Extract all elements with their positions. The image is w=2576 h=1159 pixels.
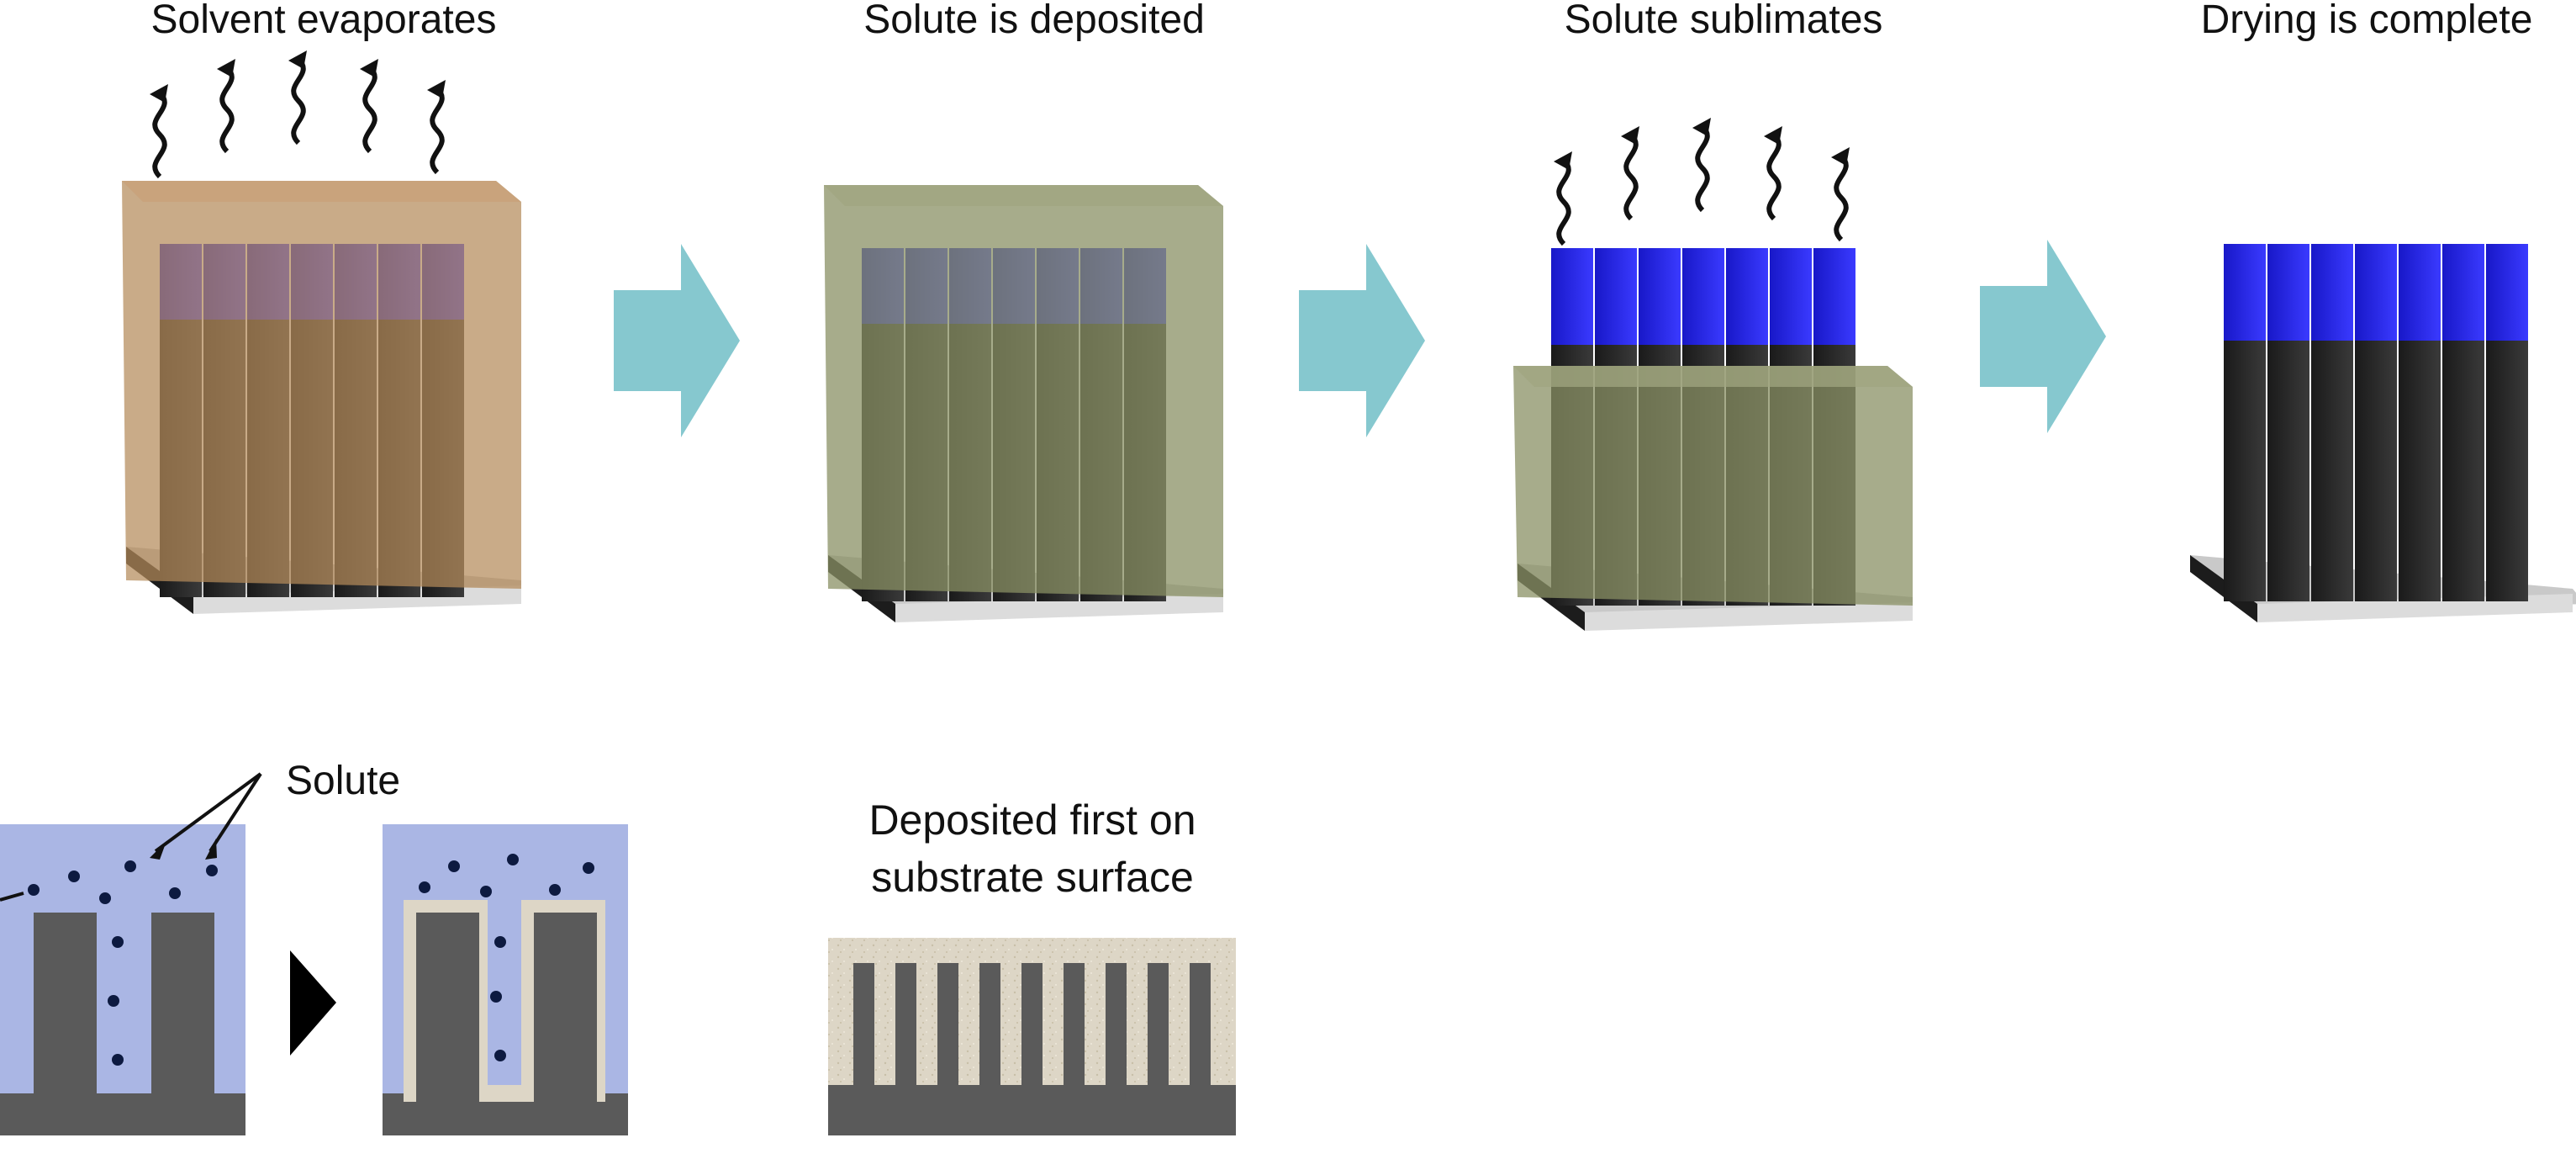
solute-particles [419,854,594,1061]
solute-particles [28,860,218,1066]
arrow-1-to-2 [614,244,740,437]
solute-solid-remaining [1513,366,1913,606]
solute-label: Solute [286,759,401,803]
arrow-2-to-3 [1299,244,1425,437]
arrow-3-to-4 [1980,240,2106,433]
step1-label: Solvent evaporates [150,0,497,42]
step4-label: Drying is complete [2200,0,2533,42]
pillar-array [2224,244,2528,601]
step1-solvent-evaporates [122,50,521,614]
solute-solid [824,185,1223,597]
vapor-squiggles [152,56,445,179]
deposit-label-line2: substrate surface [871,854,1194,901]
deposit-cross-section [828,938,1236,1135]
step3-label: Solute sublimates [1564,0,1883,42]
cross-section-after [383,824,628,1135]
step-arrows [614,240,2106,437]
step2-label: Solute is deposited [863,0,1205,42]
solvent-liquid [122,181,521,589]
step2-solute-deposited [824,185,1223,622]
vapor-squiggles [1556,124,1849,246]
step3-solute-sublimates [1513,118,1913,631]
deposit-label-line1: Deposited first on [868,796,1196,844]
small-triangle-arrow [290,950,336,1056]
cross-section-before [0,772,262,1135]
step4-drying-complete [2190,244,2576,622]
solute-pointer-arrows [0,772,262,902]
